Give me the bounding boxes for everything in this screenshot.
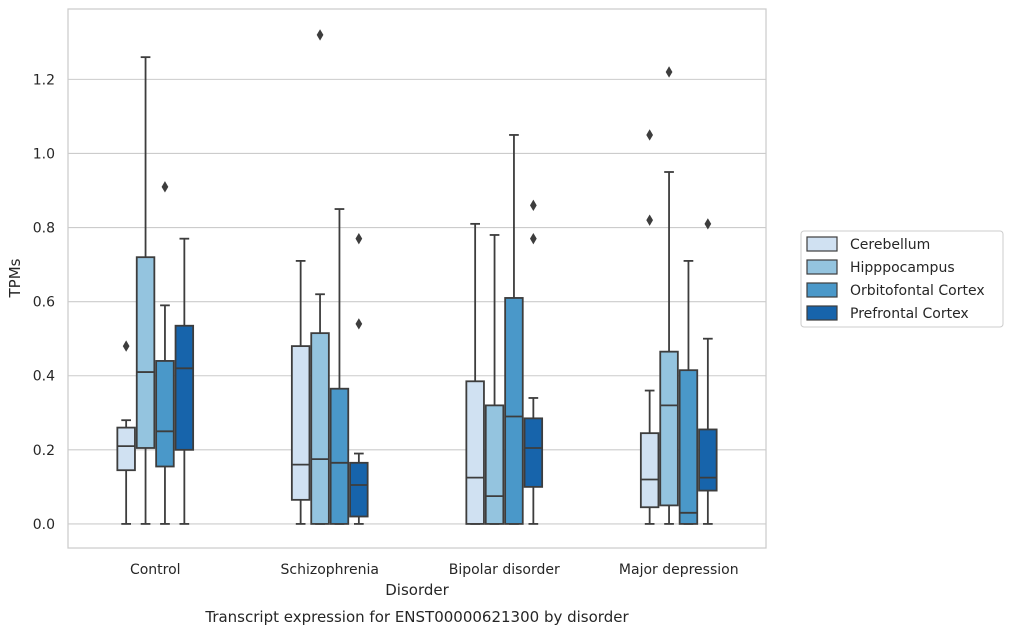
- box-body: [329, 387, 350, 525]
- y-tick-label-6: 1.2: [33, 72, 55, 88]
- y-tick-label-5: 1.0: [33, 146, 55, 162]
- outlier-point-0: [316, 29, 324, 41]
- box-3-2: [523, 199, 544, 525]
- box-body: [678, 369, 699, 525]
- box-3-1: [349, 233, 369, 525]
- y-tick-labels: 0.0 0.2 0.4 0.6 0.8 1.0 1.2: [33, 72, 55, 533]
- box-body: [639, 432, 660, 509]
- legend-swatch-1: [806, 259, 838, 275]
- outlier-point-1: [355, 233, 363, 245]
- box-body: [523, 417, 544, 488]
- box-2-0: [155, 181, 175, 525]
- box-1-2: [484, 234, 505, 525]
- box-2-3: [678, 260, 699, 525]
- box-1-3: [659, 66, 679, 525]
- outlier-point-0: [122, 340, 130, 352]
- x-tick-label-3: Major depression: [619, 562, 739, 578]
- outlier-point-0: [665, 66, 673, 78]
- x-tick-labels: Control Schizophrenia Bipolar disorder Majo…: [130, 562, 739, 578]
- outlier-point-0: [704, 218, 712, 230]
- legend-swatch-0: [806, 236, 838, 252]
- outlier-point-1: [529, 199, 537, 212]
- legend: Cerebellum Hipppocampus Orbitofontal Corte…: [800, 230, 1004, 328]
- y-tick-label-0: 0.0: [33, 517, 55, 533]
- y-axis-label: TPMs: [6, 258, 24, 298]
- legend-label-3: Prefrontal Cortex: [850, 306, 969, 322]
- legend-label-1: Hipppocampus: [850, 260, 955, 276]
- box-body: [290, 345, 311, 501]
- x-tick-label-2: Bipolar disorder: [449, 562, 560, 578]
- box-1-0: [135, 56, 156, 525]
- x-tick-label-1: Schizophrenia: [281, 562, 379, 578]
- legend-frame: [800, 230, 1004, 328]
- y-tick-label-3: 0.6: [33, 295, 55, 311]
- plot-area-frame: [67, 8, 767, 549]
- outlier-point-0: [529, 233, 537, 245]
- box-body: [174, 324, 195, 451]
- box-body: [349, 461, 369, 518]
- box-0-3: [639, 129, 660, 525]
- x-axis-label: Disorder: [385, 581, 449, 599]
- legend-swatch-2: [806, 282, 838, 298]
- box-0-0: [116, 340, 136, 525]
- box-3-0: [174, 237, 195, 525]
- legend-label-0: Cerebellum: [850, 237, 930, 253]
- y-tick-label-1: 0.2: [33, 443, 55, 459]
- box-0-2: [465, 222, 485, 525]
- x-tick-label-0: Control: [130, 562, 181, 578]
- box-2-2: [504, 134, 524, 525]
- y-tick-label-4: 0.8: [33, 221, 55, 237]
- box-body: [116, 426, 136, 472]
- outlier-point-0: [646, 214, 654, 226]
- legend-label-2: Orbitofontal Cortex: [850, 283, 985, 299]
- box-body: [659, 350, 679, 507]
- box-body: [310, 332, 330, 525]
- box-2-1: [329, 208, 350, 525]
- box-body: [465, 380, 485, 525]
- box-1-1: [310, 29, 330, 525]
- box-body: [698, 428, 718, 492]
- box-body: [504, 297, 524, 525]
- y-tick-label-2: 0.4: [33, 369, 55, 385]
- legend-swatch-3: [806, 305, 838, 321]
- chart-caption: Transcript expression for ENST0000062130…: [204, 608, 629, 626]
- outlier-point-0: [355, 318, 363, 330]
- box-3-3: [698, 218, 718, 525]
- outlier-point-1: [646, 129, 654, 141]
- box-body: [135, 256, 156, 449]
- boxes: [116, 29, 718, 525]
- outlier-point-0: [161, 181, 169, 193]
- box-body: [484, 404, 505, 525]
- box-body: [155, 360, 175, 468]
- box-0-1: [290, 260, 311, 525]
